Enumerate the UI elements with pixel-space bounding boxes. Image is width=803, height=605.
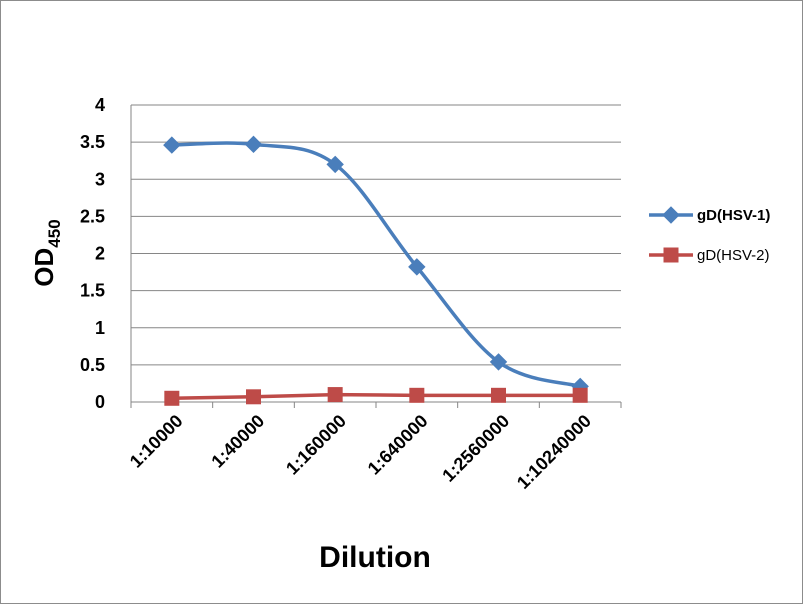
y-tick-label: 2 — [95, 244, 105, 264]
x-axis-title: Dilution — [319, 541, 431, 574]
x-tick-label: 1:160000 — [282, 411, 350, 479]
y-tick-label: 4 — [95, 95, 105, 115]
data-point-marker — [572, 387, 588, 403]
y-tick-label: 2.5 — [80, 206, 105, 226]
x-tick-label: 1:10000 — [126, 411, 187, 472]
y-tick-label: 3 — [95, 169, 105, 189]
legend-label: gD(HSV-2) — [697, 247, 770, 264]
y-axis-title-subscript: 450 — [45, 219, 64, 247]
y-tick-labels: 0 0.5 1 1.5 2 2.5 3 3.5 4 — [80, 95, 105, 412]
legend: gD(HSV-1) gD(HSV-2) — [649, 206, 770, 264]
series-layer — [163, 135, 589, 406]
data-point-marker — [326, 155, 344, 174]
y-axis-title-base: OD — [29, 248, 59, 287]
legend-label: gD(HSV-1) — [697, 207, 770, 224]
data-point-marker — [163, 136, 181, 154]
y-tick-label: 1 — [95, 318, 105, 338]
x-tick-label: 1:2560000 — [438, 411, 513, 486]
y-tick-label: 3.5 — [80, 132, 105, 152]
data-point-marker — [164, 390, 180, 406]
data-point-marker — [327, 387, 343, 403]
data-point-marker — [408, 258, 426, 276]
y-tick-label: 0.5 — [80, 355, 105, 375]
x-tick-label: 1:40000 — [207, 411, 268, 472]
y-tick-label: 1.5 — [80, 281, 105, 301]
legend-item: gD(HSV-2) — [649, 247, 770, 264]
data-point-marker — [489, 353, 508, 371]
series-1 — [163, 135, 589, 396]
data-point-marker — [491, 387, 506, 403]
data-point-marker — [246, 389, 261, 405]
legend-item: gD(HSV-1) — [649, 206, 770, 224]
x-tick-label: 1:10240000 — [513, 411, 595, 493]
legend-swatch-marker — [662, 206, 680, 224]
gridlines — [130, 104, 622, 408]
y-tick-label: 0 — [95, 392, 105, 412]
x-tick-label: 1:640000 — [364, 411, 432, 479]
y-axis-title: OD450 — [29, 219, 64, 286]
data-point-marker — [244, 135, 263, 154]
series-2 — [164, 387, 588, 406]
legend-swatch-marker — [663, 247, 679, 263]
data-point-marker — [409, 387, 425, 403]
series-line — [171, 392, 581, 401]
x-tick-labels: 1:10000 1:40000 1:160000 1:640000 1:2560000 1… — [126, 411, 595, 493]
